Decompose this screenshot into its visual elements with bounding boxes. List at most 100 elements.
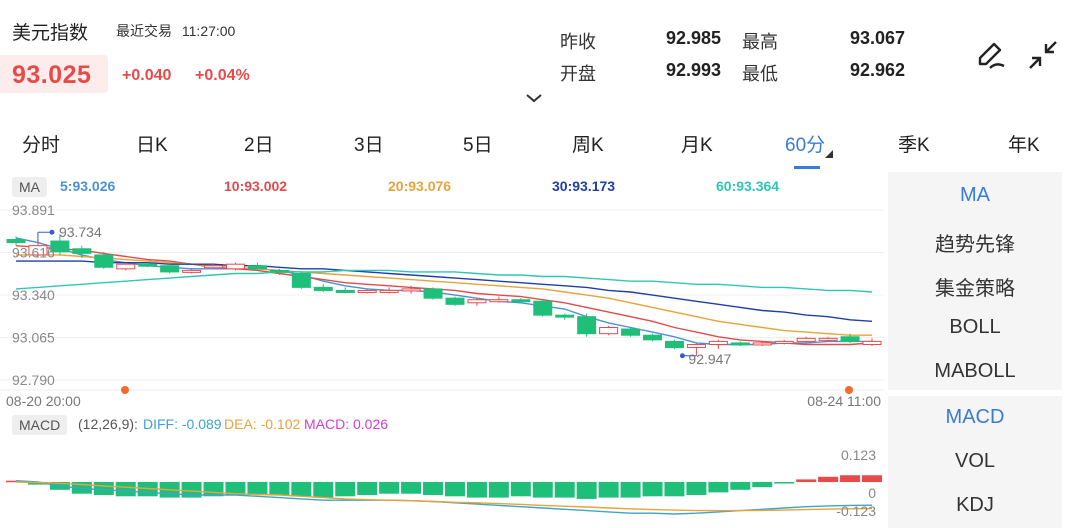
macd-bar [488, 482, 509, 498]
macd-bar [554, 482, 575, 498]
candle-body [862, 340, 882, 345]
indicator-kdj[interactable]: KDJ [956, 494, 994, 516]
candle-body [269, 269, 289, 273]
instrument-title: 美元指数 [12, 23, 89, 44]
candle-body [291, 272, 311, 288]
main-indicator-panel: MA 趋势先锋 集金策略 BOLL MABOLL [888, 172, 1062, 390]
macd-diff-label: DIFF: -0.089 [143, 416, 222, 432]
macd-bar [752, 482, 773, 488]
tab-dropdown-icon[interactable] [825, 150, 833, 158]
macd-bar [730, 482, 751, 490]
macd-bar [423, 482, 444, 496]
macd-bar [444, 482, 465, 497]
candle-body [511, 299, 531, 303]
period-tabs: 分时 日K 2日 3日 5日 周K 月K 60分 季K 年K [0, 118, 1080, 169]
candle-body [138, 263, 158, 267]
candle-body [225, 263, 245, 270]
ma-line-ma5 [15, 237, 872, 346]
macd-value-label: MACD: 0.026 [304, 416, 389, 432]
price-axis-label: 92.790 [12, 372, 55, 388]
tab-daily[interactable]: 日K [136, 135, 168, 156]
candle-body [621, 328, 641, 336]
ma30-label: 30:93.173 [552, 178, 616, 194]
indicator-macd[interactable]: MACD [945, 406, 1005, 428]
min-marker-label: 92.947 [688, 351, 731, 367]
macd-bar [181, 482, 202, 498]
ma-line-ma20 [16, 254, 872, 336]
candle-body [423, 288, 443, 299]
last-trade-info: 最近交易 11:27:00 [116, 21, 235, 41]
candle-body [335, 289, 355, 293]
candle-body [774, 340, 794, 344]
macd-bar [598, 482, 619, 498]
indicator-gold-strategy[interactable]: 集金策略 [935, 278, 1015, 300]
macd-bar [620, 482, 641, 498]
candlestick-chart[interactable]: 93.891 93.616 93.340 93.065 92.790 93.734 92.9… [0, 196, 884, 416]
candle-body [357, 289, 377, 293]
low-value: 92.962 [850, 60, 906, 80]
indicator-maboll[interactable]: MABOLL [934, 360, 1016, 382]
prev-close-label: 昨收 [560, 32, 596, 52]
tab-monthly[interactable]: 月K [681, 135, 713, 156]
price-axis-label: 93.340 [12, 287, 55, 303]
sub-indicator-panel: MACD VOL KDJ [888, 396, 1062, 528]
candle-body [313, 286, 333, 291]
macd-bar [642, 482, 663, 497]
tab-3day[interactable]: 3日 [354, 135, 384, 156]
macd-bar [27, 482, 48, 485]
tab-weekly[interactable]: 周K [572, 135, 604, 156]
candle-body [664, 340, 684, 349]
price-change: +0.040 [122, 67, 172, 84]
candle-body [577, 316, 597, 335]
macd-bar [862, 475, 882, 482]
macd-bar [225, 482, 246, 496]
macd-bar [93, 482, 114, 496]
macd-bar [510, 482, 531, 497]
high-value: 93.067 [850, 28, 906, 48]
candle-body [467, 299, 487, 304]
event-dot [121, 386, 129, 394]
edit-drawing-icon[interactable] [974, 38, 1008, 72]
macd-bar [313, 482, 334, 498]
macd-bar [291, 482, 312, 497]
candle-body [752, 342, 772, 346]
tab-5day[interactable]: 5日 [463, 135, 493, 156]
macd-bar [708, 482, 729, 493]
candle-body [379, 289, 399, 293]
tab-2day[interactable]: 2日 [244, 135, 274, 156]
macd-chart[interactable]: 0.123 0 -0.123 [0, 440, 884, 528]
indicator-vol[interactable]: VOL [954, 450, 996, 472]
macd-bar [269, 482, 290, 496]
candle-body [489, 299, 509, 303]
collapse-icon[interactable] [1026, 38, 1060, 72]
open-label: 开盘 [560, 64, 596, 84]
ma5-label: 5:93.026 [60, 178, 116, 194]
ma-line-ma10 [15, 245, 873, 346]
ma-line-ma30 [16, 260, 873, 322]
indicator-trend-pioneer[interactable]: 趋势先锋 [935, 234, 1015, 256]
tab-quarterly[interactable]: 季K [898, 135, 930, 156]
current-price: 93.025 [12, 61, 92, 89]
macd-pill[interactable]: MACD [12, 415, 68, 435]
candle-body [116, 263, 136, 270]
candle-body [182, 269, 202, 273]
event-dot [845, 386, 853, 394]
tab-intraday[interactable]: 分时 [22, 135, 61, 156]
macd-bar [247, 482, 268, 496]
indicator-boll[interactable]: BOLL [949, 316, 1001, 338]
price-highlight [0, 55, 108, 93]
candle-body [247, 265, 267, 270]
candle-body [840, 336, 860, 342]
tab-yearly[interactable]: 年K [1008, 135, 1040, 156]
candle-body [72, 248, 92, 254]
ma-pill[interactable]: MA [12, 177, 47, 197]
macd-params: (12,26,9): [78, 416, 138, 432]
candle-body [445, 297, 465, 305]
indicator-ma[interactable]: MA [960, 184, 990, 206]
chevron-down-icon[interactable] [524, 92, 544, 104]
last-trade-label: 最近交易 [116, 23, 172, 39]
macd-axis-top: 0.123 [841, 447, 876, 463]
tab-60min[interactable]: 60分 [785, 135, 826, 156]
candle-body [730, 342, 750, 346]
candle-body [686, 343, 706, 349]
